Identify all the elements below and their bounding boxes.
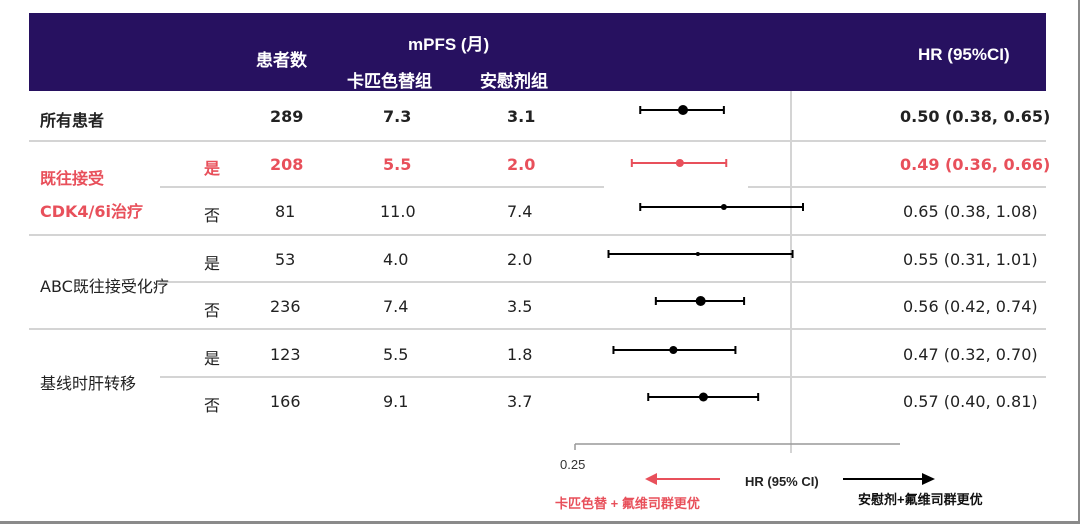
row-group-label: 所有患者 <box>40 111 105 130</box>
table-header: 患者数 mPFS (月) 卡匹色替组 安慰剂组 HR (95%CI) <box>29 13 1046 91</box>
row-mpfs-a: 5.5 <box>383 155 412 174</box>
row-mpfs-b: 3.5 <box>507 297 533 316</box>
left-arrow-icon <box>645 473 657 485</box>
row-mpfs-a: 4.0 <box>383 250 409 269</box>
row-hr: 0.47 (0.32, 0.70) <box>903 345 1038 364</box>
row-divider <box>29 140 1046 142</box>
row-divider <box>29 234 1046 236</box>
row-n: 81 <box>275 202 296 221</box>
row-n: 166 <box>270 392 301 411</box>
row-n: 289 <box>270 107 304 126</box>
row-mpfs-b: 7.4 <box>507 202 533 221</box>
row-hr: 0.49 (0.36, 0.66) <box>900 155 1051 174</box>
row-divider <box>29 328 1046 330</box>
row-n: 123 <box>270 345 301 364</box>
hr-point <box>675 159 684 167</box>
reference-line <box>790 91 792 453</box>
hr-point <box>669 346 678 354</box>
header-patients: 患者数 <box>256 51 307 70</box>
favors-right-label: 安慰剂+氟维司群更优 <box>858 492 983 507</box>
x-tick-label: 0.25 <box>560 457 586 472</box>
row-mpfs-a: 9.1 <box>383 392 409 411</box>
row-hr: 0.57 (0.40, 0.81) <box>903 392 1038 411</box>
row-mpfs-b: 3.1 <box>507 107 536 126</box>
row-mpfs-a: 7.4 <box>383 297 409 316</box>
header-mpfs: mPFS (月) <box>408 35 490 54</box>
hr-point <box>695 296 706 306</box>
row-group-label: 基线时肝转移 <box>40 374 137 393</box>
row-sub: 否 <box>204 396 221 415</box>
row-hr: 0.55 (0.31, 1.01) <box>903 250 1038 269</box>
hr-point <box>698 392 708 402</box>
row-mpfs-a: 5.5 <box>383 345 409 364</box>
row-group-label-2: CDK4/6i治疗 <box>40 202 144 221</box>
row-divider <box>748 186 1046 188</box>
row-hr: 0.56 (0.42, 0.74) <box>903 297 1038 316</box>
row-hr: 0.50 (0.38, 0.65) <box>900 107 1051 126</box>
row-mpfs-b: 2.0 <box>507 155 536 174</box>
row-divider <box>160 376 1046 378</box>
row-group-label: 既往接受 <box>40 169 105 188</box>
hr-point <box>720 204 727 210</box>
row-mpfs-a: 11.0 <box>380 202 416 221</box>
row-sub: 否 <box>204 206 221 225</box>
row-mpfs-b: 3.7 <box>507 392 533 411</box>
favors-left-label: 卡匹色替 + 氟维司群更优 <box>555 496 700 511</box>
hr-point <box>678 105 688 115</box>
header-hr: HR (95%CI) <box>918 45 1010 64</box>
row-mpfs-b: 1.8 <box>507 345 533 364</box>
hr-point <box>695 252 700 256</box>
row-mpfs-a: 7.3 <box>383 107 412 126</box>
x-axis-title: HR (95% CI) <box>745 474 819 489</box>
row-sub: 是 <box>204 159 221 178</box>
row-divider <box>160 186 604 188</box>
row-divider <box>160 281 1046 283</box>
row-sub: 否 <box>204 301 221 320</box>
row-group-label: ABC既往接受化疗 <box>40 277 169 296</box>
row-n: 208 <box>270 155 304 174</box>
row-hr: 0.65 (0.38, 1.08) <box>903 202 1038 221</box>
row-sub: 是 <box>204 349 221 368</box>
row-mpfs-b: 2.0 <box>507 250 533 269</box>
right-arrow-icon <box>922 473 935 485</box>
row-n: 53 <box>275 250 296 269</box>
header-group-a: 卡匹色替组 <box>347 72 432 91</box>
row-n: 236 <box>270 297 301 316</box>
header-group-b: 安慰剂组 <box>480 72 548 91</box>
row-sub: 是 <box>204 254 221 273</box>
